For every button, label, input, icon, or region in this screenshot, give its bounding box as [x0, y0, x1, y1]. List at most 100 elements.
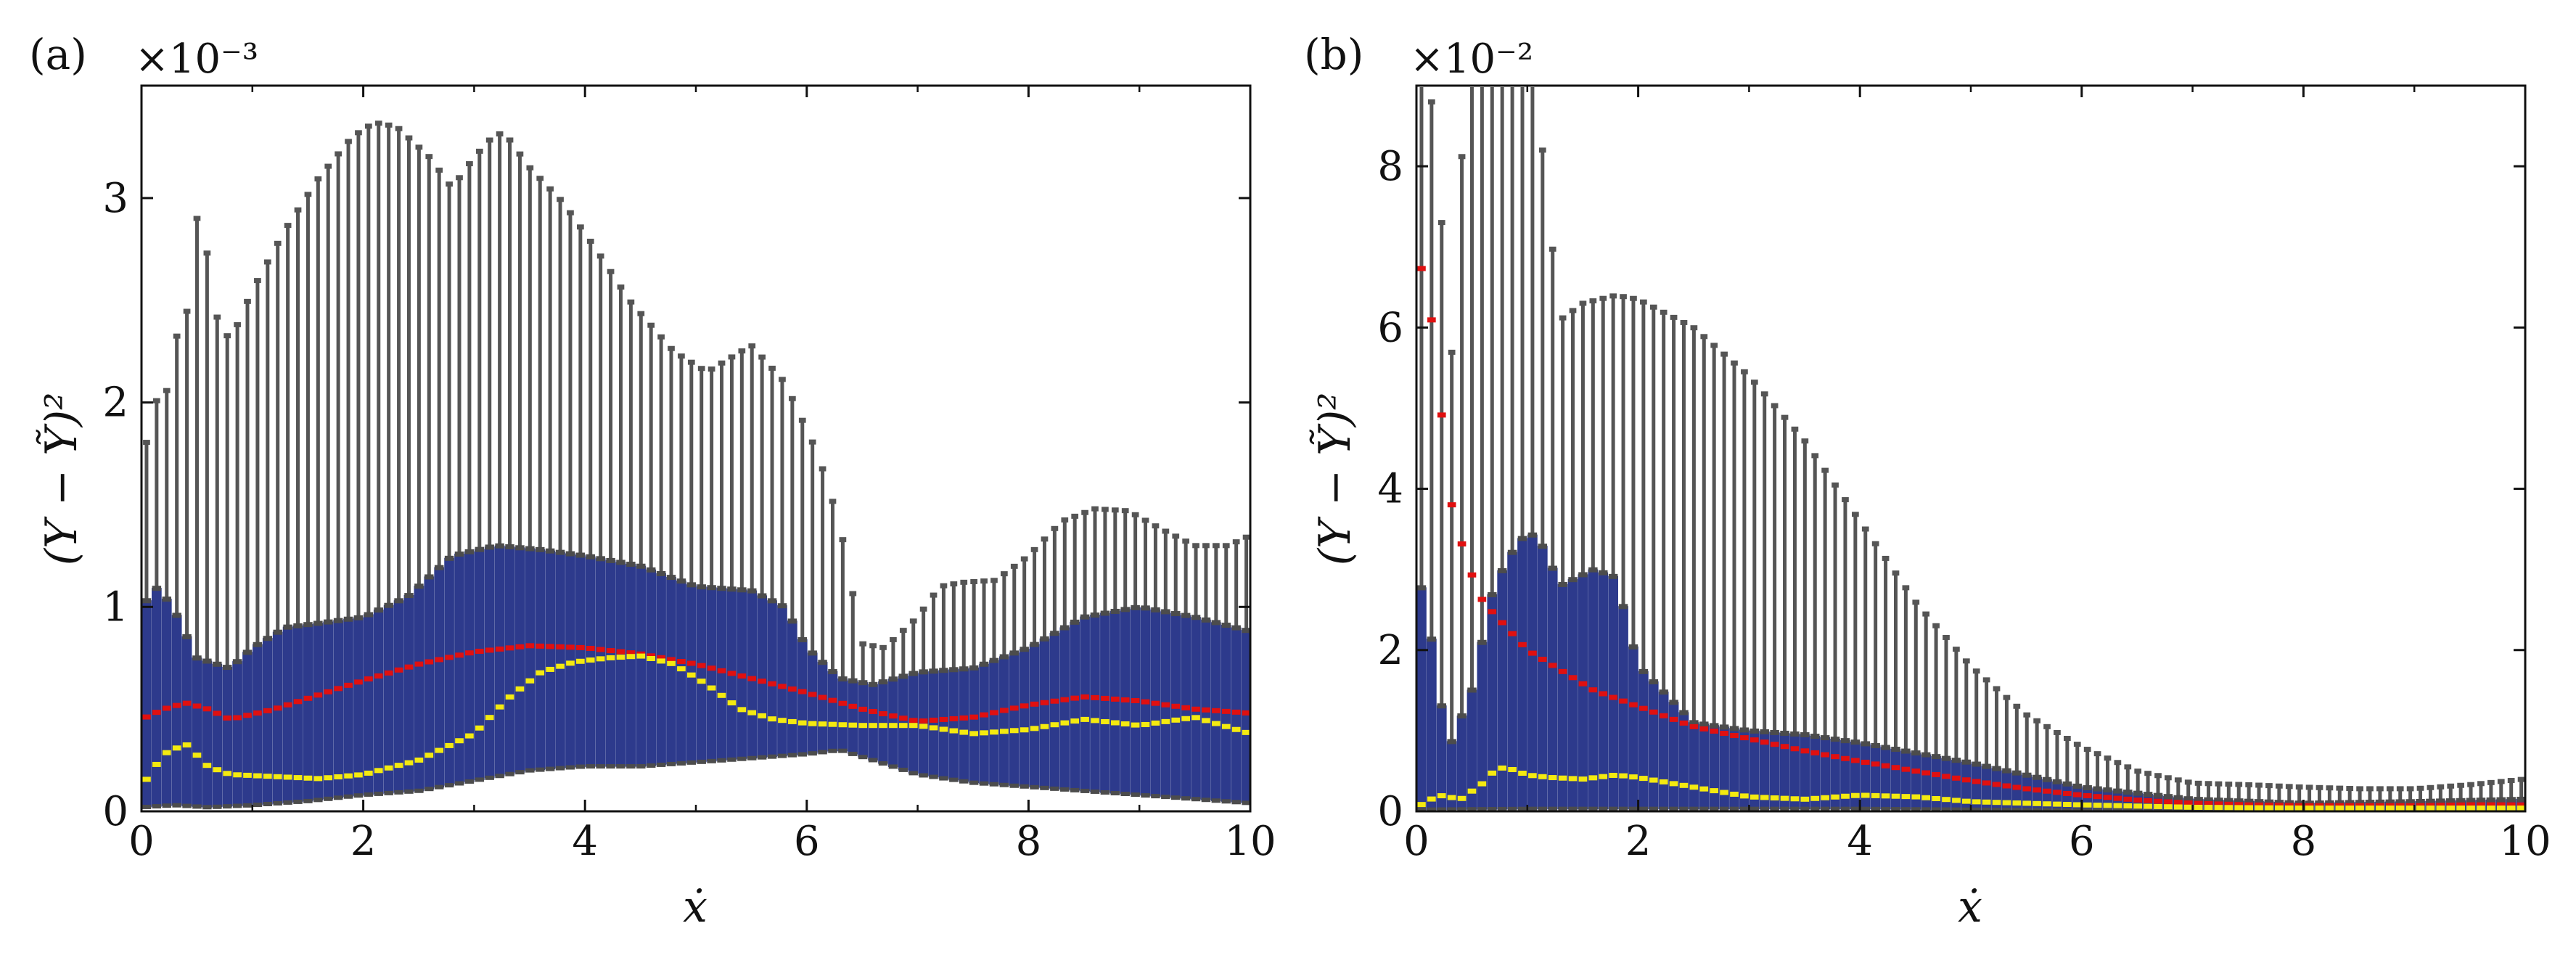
box-35: [484, 137, 495, 780]
mean-mark: [445, 655, 454, 660]
box-29: [424, 154, 435, 792]
box-48: [615, 284, 626, 769]
x-tick-label: 4: [572, 818, 598, 865]
box-body: [484, 546, 495, 779]
box-5: [1456, 154, 1467, 811]
box-32: [1729, 360, 1739, 811]
box-78: [918, 606, 929, 778]
mean-mark: [2496, 802, 2506, 808]
box-31: [1719, 351, 1729, 811]
mean-mark: [818, 694, 827, 700]
box-75: [2163, 775, 2173, 811]
mean-mark: [1740, 735, 1749, 741]
median-mark: [818, 721, 827, 727]
mean-mark: [142, 714, 151, 720]
box-body: [192, 657, 202, 808]
mean-mark: [455, 652, 464, 658]
box-body: [716, 588, 727, 761]
mean-mark: [566, 644, 575, 650]
box-96: [2375, 786, 2385, 811]
box-body: [353, 617, 364, 796]
median-mark: [1181, 716, 1190, 721]
median-mark: [1831, 794, 1839, 800]
box-body: [1729, 728, 1739, 810]
box-58: [716, 360, 727, 763]
panel-a-ylabel: (Y − Ỹ)²: [36, 393, 87, 566]
box-body: [1100, 612, 1110, 793]
median-mark: [525, 678, 535, 684]
median-mark: [1548, 775, 1557, 781]
median-mark: [404, 760, 414, 766]
mean-mark: [1649, 709, 1658, 715]
median-mark: [364, 770, 373, 776]
median-mark: [1982, 799, 1991, 805]
box-61: [2022, 712, 2033, 811]
mean-mark: [1000, 708, 1009, 713]
box-84: [2254, 782, 2264, 811]
box-21: [1618, 294, 1628, 811]
box-body: [1699, 724, 1710, 810]
box-23: [364, 123, 374, 797]
median-mark: [2325, 806, 2334, 811]
box-44: [1850, 512, 1861, 811]
box-75: [888, 636, 898, 769]
mean-mark: [1831, 754, 1839, 760]
mean-mark: [384, 670, 393, 676]
mean-mark: [1972, 779, 1981, 784]
box-56: [1971, 668, 1982, 811]
median-mark: [2012, 800, 2022, 806]
y-tick-label: 8: [1377, 143, 1403, 190]
x-tick-label: 2: [1625, 818, 1652, 865]
median-mark: [2446, 806, 2456, 811]
median-mark: [2405, 806, 2415, 811]
x-tick-label: 0: [1403, 818, 1429, 865]
box-body: [827, 671, 838, 752]
y-tick-label: 1: [102, 583, 128, 631]
box-body: [535, 549, 546, 771]
mean-mark: [919, 718, 928, 724]
box-3: [161, 388, 172, 808]
box-body: [1921, 754, 1932, 810]
median-mark: [2395, 806, 2405, 811]
median-mark: [2436, 806, 2445, 811]
median-mark: [354, 772, 363, 778]
box-72: [2133, 768, 2144, 811]
median-mark: [1467, 788, 1477, 794]
median-mark: [2113, 803, 2122, 808]
median-mark: [2477, 806, 2485, 811]
box-body: [1090, 614, 1100, 792]
median-mark: [546, 666, 554, 672]
box-body: [1658, 692, 1669, 810]
box-50: [636, 311, 647, 768]
median-mark: [1508, 766, 1517, 772]
median-mark: [2376, 806, 2384, 811]
box-102: [1160, 528, 1171, 800]
box-85: [989, 578, 999, 787]
box-78: [2193, 780, 2204, 811]
mean-mark: [2255, 802, 2263, 808]
box-body: [161, 599, 172, 806]
median-mark: [1070, 718, 1080, 724]
box-body: [928, 671, 939, 778]
median-mark: [2022, 800, 2032, 806]
median-mark: [394, 763, 403, 768]
mean-mark: [1242, 710, 1250, 716]
median-mark: [2466, 806, 2475, 811]
box-body: [171, 615, 182, 806]
box-body: [676, 581, 686, 764]
box-10: [232, 321, 242, 808]
panel-b-xlabel: ẋ: [1958, 882, 1982, 933]
mean-mark: [1212, 708, 1221, 713]
mean-mark: [2063, 790, 2072, 796]
box-body: [888, 679, 898, 768]
box-body: [1537, 546, 1548, 810]
mean-mark: [1952, 775, 1961, 781]
median-mark: [1578, 776, 1588, 782]
box-body: [1860, 743, 1871, 810]
box-53: [666, 345, 676, 766]
median-mark: [1760, 795, 1769, 800]
mean-mark: [1901, 766, 1911, 772]
mean-mark: [727, 671, 737, 676]
median-mark: [1841, 793, 1850, 799]
box-body: [545, 550, 555, 770]
